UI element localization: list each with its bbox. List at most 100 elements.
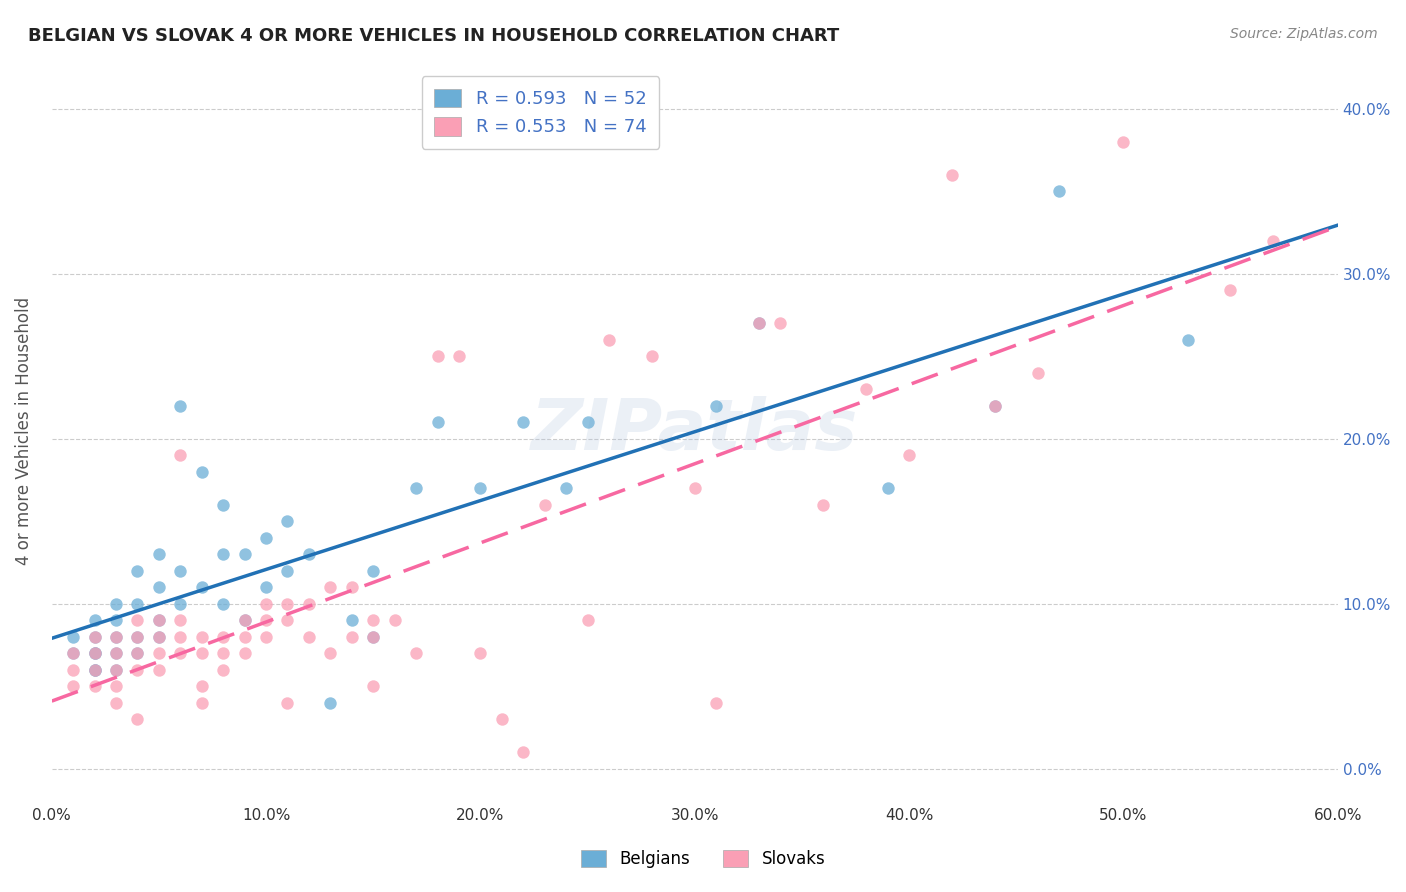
Point <box>769 317 792 331</box>
Point <box>254 531 277 545</box>
Point <box>233 613 256 627</box>
Point <box>470 646 492 660</box>
Point <box>1263 234 1285 248</box>
Point <box>83 663 105 677</box>
Point <box>212 547 235 561</box>
Point <box>191 580 214 594</box>
Point <box>83 646 105 660</box>
Point <box>533 498 555 512</box>
Point <box>813 498 835 512</box>
Point <box>105 663 128 677</box>
Point <box>598 333 620 347</box>
Point <box>127 646 149 660</box>
Point <box>233 613 256 627</box>
Point <box>83 663 105 677</box>
Point <box>384 613 406 627</box>
Point <box>148 613 170 627</box>
Point <box>212 498 235 512</box>
Point <box>361 679 384 693</box>
Point <box>491 712 513 726</box>
Point <box>704 399 727 413</box>
Point <box>62 646 84 660</box>
Point <box>254 597 277 611</box>
Text: Source: ZipAtlas.com: Source: ZipAtlas.com <box>1230 27 1378 41</box>
Point <box>127 630 149 644</box>
Point <box>254 580 277 594</box>
Point <box>276 514 298 528</box>
Point <box>704 696 727 710</box>
Point <box>1177 333 1199 347</box>
Point <box>748 317 770 331</box>
Point <box>105 630 128 644</box>
Point <box>62 679 84 693</box>
Point <box>254 630 277 644</box>
Point <box>405 481 427 495</box>
Point <box>898 448 921 462</box>
Point <box>191 696 214 710</box>
Point <box>169 399 191 413</box>
Point <box>641 350 664 364</box>
Point <box>319 646 342 660</box>
Point <box>276 597 298 611</box>
Point <box>941 168 963 182</box>
Point <box>233 630 256 644</box>
Point <box>105 597 128 611</box>
Point <box>191 679 214 693</box>
Point <box>191 465 214 479</box>
Text: BELGIAN VS SLOVAK 4 OR MORE VEHICLES IN HOUSEHOLD CORRELATION CHART: BELGIAN VS SLOVAK 4 OR MORE VEHICLES IN … <box>28 27 839 45</box>
Point <box>319 696 342 710</box>
Point <box>298 630 321 644</box>
Point <box>148 646 170 660</box>
Point <box>169 646 191 660</box>
Y-axis label: 4 or more Vehicles in Household: 4 or more Vehicles in Household <box>15 296 32 565</box>
Point <box>340 613 363 627</box>
Legend: R = 0.593   N = 52, R = 0.553   N = 74: R = 0.593 N = 52, R = 0.553 N = 74 <box>422 76 659 149</box>
Point <box>127 613 149 627</box>
Point <box>298 597 321 611</box>
Point <box>169 597 191 611</box>
Point <box>148 613 170 627</box>
Point <box>83 630 105 644</box>
Point <box>83 646 105 660</box>
Point <box>405 646 427 660</box>
Point <box>127 564 149 578</box>
Point <box>555 481 578 495</box>
Point <box>83 630 105 644</box>
Point <box>361 613 384 627</box>
Point <box>298 547 321 561</box>
Point <box>148 630 170 644</box>
Point <box>83 679 105 693</box>
Point <box>105 696 128 710</box>
Point <box>983 399 1005 413</box>
Point <box>212 663 235 677</box>
Point <box>105 663 128 677</box>
Point <box>105 646 128 660</box>
Point <box>169 448 191 462</box>
Point <box>105 646 128 660</box>
Point <box>470 481 492 495</box>
Point <box>512 415 534 429</box>
Point <box>1112 135 1135 149</box>
Point <box>447 350 470 364</box>
Point <box>83 646 105 660</box>
Point <box>576 415 599 429</box>
Point <box>169 564 191 578</box>
Point <box>169 613 191 627</box>
Point <box>361 630 384 644</box>
Point <box>127 712 149 726</box>
Point <box>276 564 298 578</box>
Point <box>361 564 384 578</box>
Point <box>212 646 235 660</box>
Point <box>512 745 534 759</box>
Point <box>62 646 84 660</box>
Point <box>876 481 898 495</box>
Text: ZIPatlas: ZIPatlas <box>531 396 859 465</box>
Point <box>83 663 105 677</box>
Point <box>148 580 170 594</box>
Point <box>748 317 770 331</box>
Point <box>361 630 384 644</box>
Point <box>340 580 363 594</box>
Point <box>127 646 149 660</box>
Point <box>62 630 84 644</box>
Point <box>191 630 214 644</box>
